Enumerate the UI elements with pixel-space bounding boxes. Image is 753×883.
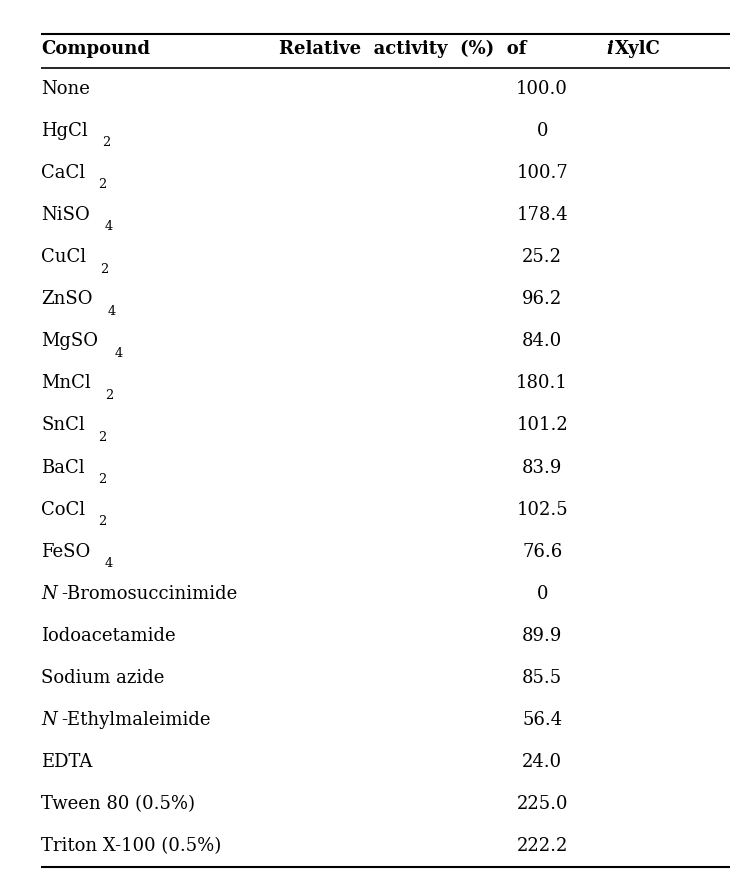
Text: 2: 2 bbox=[98, 472, 106, 486]
Text: 101.2: 101.2 bbox=[517, 417, 568, 434]
Text: Relative  activity  (%)  of: Relative activity (%) of bbox=[279, 40, 532, 57]
Text: 4: 4 bbox=[105, 557, 113, 570]
Text: BaCl: BaCl bbox=[41, 458, 85, 477]
Text: 178.4: 178.4 bbox=[517, 207, 568, 224]
Text: -Bromosuccinimide: -Bromosuccinimide bbox=[62, 585, 238, 603]
Text: 56.4: 56.4 bbox=[522, 711, 562, 728]
Text: FeSO: FeSO bbox=[41, 543, 90, 561]
Text: 2: 2 bbox=[99, 178, 107, 192]
Text: MgSO: MgSO bbox=[41, 332, 99, 351]
Text: 25.2: 25.2 bbox=[522, 248, 562, 267]
Text: 85.5: 85.5 bbox=[522, 668, 562, 687]
Text: NiSO: NiSO bbox=[41, 207, 90, 224]
Text: 2: 2 bbox=[99, 515, 107, 528]
Text: Iodoacetamide: Iodoacetamide bbox=[41, 627, 176, 645]
Text: XylC: XylC bbox=[615, 40, 661, 57]
Text: MnCl: MnCl bbox=[41, 374, 91, 392]
Text: N: N bbox=[41, 585, 57, 603]
Text: 4: 4 bbox=[105, 221, 112, 233]
Text: 96.2: 96.2 bbox=[522, 291, 562, 308]
Text: 89.9: 89.9 bbox=[522, 627, 562, 645]
Text: N: N bbox=[41, 711, 57, 728]
Text: 2: 2 bbox=[99, 262, 108, 275]
Text: HgCl: HgCl bbox=[41, 122, 88, 140]
Text: 2: 2 bbox=[98, 431, 106, 444]
Text: 100.0: 100.0 bbox=[517, 80, 568, 98]
Text: 84.0: 84.0 bbox=[522, 332, 562, 351]
Text: 4: 4 bbox=[108, 305, 116, 318]
Text: None: None bbox=[41, 80, 90, 98]
Text: 102.5: 102.5 bbox=[517, 501, 568, 518]
Text: Triton X-100 (0.5%): Triton X-100 (0.5%) bbox=[41, 837, 221, 855]
Text: 180.1: 180.1 bbox=[517, 374, 568, 392]
Text: 2: 2 bbox=[102, 136, 110, 149]
Text: 225.0: 225.0 bbox=[517, 795, 568, 813]
Text: 100.7: 100.7 bbox=[517, 164, 568, 182]
Text: CuCl: CuCl bbox=[41, 248, 87, 267]
Text: Tween 80 (0.5%): Tween 80 (0.5%) bbox=[41, 795, 196, 813]
Text: 0: 0 bbox=[536, 585, 548, 603]
Text: 76.6: 76.6 bbox=[522, 543, 562, 561]
Text: 2: 2 bbox=[105, 389, 114, 402]
Text: 24.0: 24.0 bbox=[522, 753, 562, 771]
Text: -Ethylmaleimide: -Ethylmaleimide bbox=[62, 711, 212, 728]
Text: ZnSO: ZnSO bbox=[41, 291, 93, 308]
Text: 83.9: 83.9 bbox=[522, 458, 562, 477]
Text: EDTA: EDTA bbox=[41, 753, 93, 771]
Text: 4: 4 bbox=[115, 347, 123, 359]
Text: CoCl: CoCl bbox=[41, 501, 86, 518]
Text: i: i bbox=[606, 40, 613, 57]
Text: CaCl: CaCl bbox=[41, 164, 86, 182]
Text: Compound: Compound bbox=[41, 40, 151, 57]
Text: 0: 0 bbox=[536, 122, 548, 140]
Text: SnCl: SnCl bbox=[41, 417, 85, 434]
Text: 222.2: 222.2 bbox=[517, 837, 568, 855]
Text: Sodium azide: Sodium azide bbox=[41, 668, 165, 687]
